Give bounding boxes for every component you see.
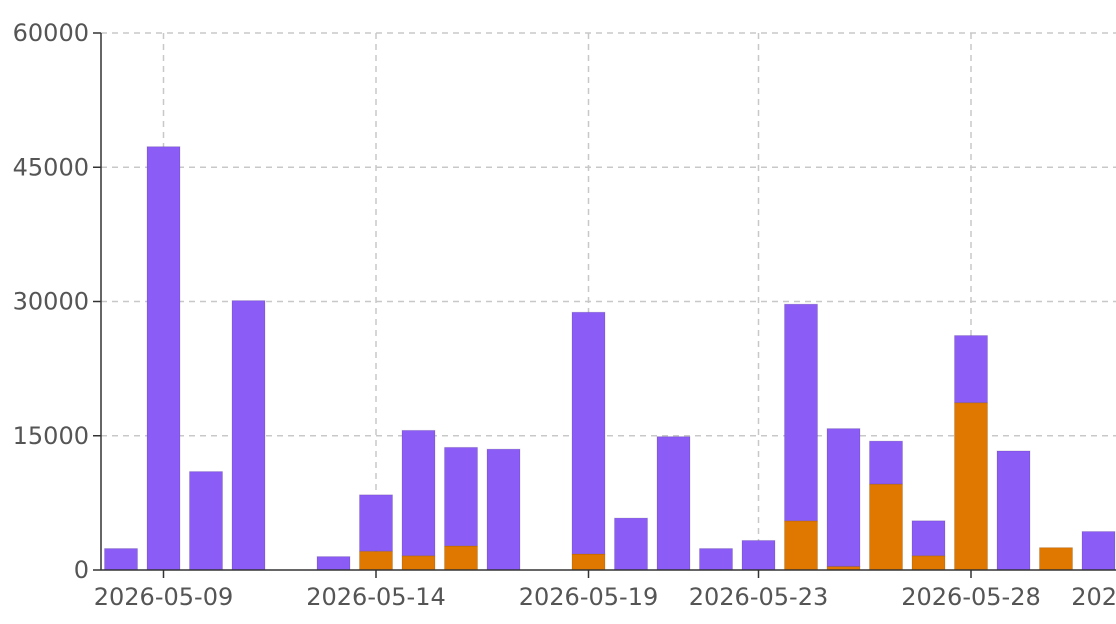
x-tick-label: 2026-05-19 xyxy=(519,583,658,611)
y-tick-label: 45000 xyxy=(13,153,89,181)
bar-segment-series-0 xyxy=(1039,547,1073,571)
bar-segment-series-1 xyxy=(826,428,861,567)
bar-segment-series-1 xyxy=(954,335,988,404)
bar-segment-series-1 xyxy=(614,517,648,571)
x-tick-label: 2026-06-01 xyxy=(1071,583,1116,611)
bars xyxy=(104,146,1116,571)
x-tick-label: 2026-05-09 xyxy=(94,583,233,611)
y-tick-label: 15000 xyxy=(13,422,89,450)
bar-segment-series-1 xyxy=(784,303,818,522)
bar-segment-series-1 xyxy=(741,539,776,571)
bar-segment-series-1 xyxy=(869,440,903,485)
bar-segment-series-0 xyxy=(869,483,903,571)
bar-segment-series-1 xyxy=(189,471,223,571)
y-tick-label: 30000 xyxy=(13,288,89,316)
x-tick-label: 2026-05-14 xyxy=(306,583,445,611)
bar-segment-series-1 xyxy=(359,494,393,552)
bar-segment-series-0 xyxy=(784,520,818,571)
x-tick-label: 2026-05-28 xyxy=(901,583,1040,611)
bar-segment-series-0 xyxy=(571,553,606,571)
bar-segment-series-1 xyxy=(571,311,606,555)
tick-labels: 0 15000 30000 45000 60000 2026-05-09 2026-05-1… xyxy=(13,19,1116,611)
bar-segment-series-0 xyxy=(954,402,988,571)
x-tick-label: 2026-05-23 xyxy=(689,583,828,611)
bar-segment-series-1 xyxy=(1081,531,1116,571)
y-tick-label: 0 xyxy=(74,556,89,584)
bar-segment-series-0 xyxy=(444,545,478,571)
bar-segment-series-1 xyxy=(911,520,946,557)
y-tick-label: 60000 xyxy=(13,19,89,47)
bar-segment-series-1 xyxy=(104,548,138,571)
bar-segment-series-0 xyxy=(359,550,393,571)
bar-segment-series-1 xyxy=(146,146,181,571)
bar-segment-series-1 xyxy=(996,450,1031,571)
bar-segment-series-1 xyxy=(316,556,351,571)
axes xyxy=(93,32,1116,578)
bar-segment-series-1 xyxy=(699,548,733,571)
bar-segment-series-1 xyxy=(656,436,691,571)
bar-segment-series-1 xyxy=(401,429,436,557)
bar-segment-series-1 xyxy=(486,448,521,571)
bar-segment-series-1 xyxy=(231,300,266,571)
bar-segment-series-1 xyxy=(444,446,478,547)
bar-segment-series-0 xyxy=(401,555,436,571)
bar-segment-series-0 xyxy=(911,555,946,571)
